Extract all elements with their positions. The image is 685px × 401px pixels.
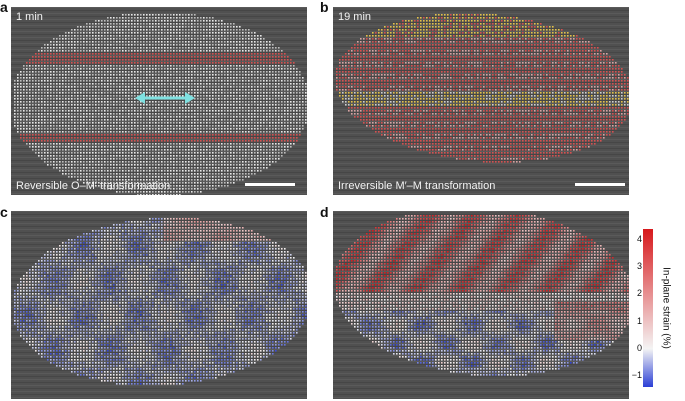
strain-map-d [333, 211, 629, 399]
lattice-image-a [11, 7, 307, 195]
colorbar-tick-label: 0 [636, 342, 642, 353]
colorbar-tick-label: −1 [631, 370, 642, 381]
panel-letter-a: a [0, 0, 8, 15]
colorbar-gradient [643, 229, 653, 387]
scale-bar-b [575, 183, 625, 186]
panel-letter-d: d [320, 204, 329, 220]
colorbar-tick-label: 1 [636, 315, 642, 326]
colorbar-tick-label: 3 [636, 261, 642, 272]
micrograph-b: 19 min Irreversible M′–M transformation [333, 7, 629, 195]
strain-image-c [11, 211, 307, 398]
colorbar-tick-label: 2 [636, 288, 642, 299]
strain-image-d [333, 211, 629, 398]
scale-bar-a [245, 183, 295, 186]
micrograph-a: 1 min Reversible O–M′ transformation [11, 7, 307, 195]
colorbar: 4 3 2 1 0 −1 In-plane strain (%) [631, 215, 685, 401]
double-arrow-icon [135, 92, 195, 104]
time-label-a: 1 min [16, 11, 43, 23]
strain-map-c [11, 211, 307, 399]
colorbar-label: In-plane strain (%) [660, 267, 672, 349]
caption-b: Irreversible M′–M transformation [338, 180, 496, 192]
time-label-b: 19 min [338, 11, 372, 23]
caption-a: Reversible O–M′ transformation [16, 180, 171, 192]
panel-letter-b: b [320, 0, 329, 15]
lattice-image-b [333, 7, 629, 194]
colorbar-tick-label: 4 [636, 233, 642, 244]
panel-letter-c: c [0, 204, 8, 220]
